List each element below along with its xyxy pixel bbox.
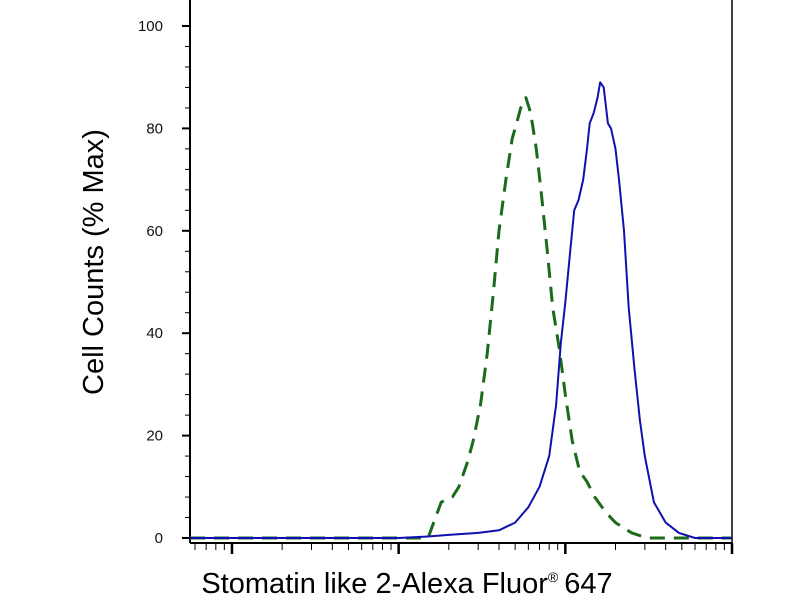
y-tick-label: 40 — [146, 325, 163, 342]
x-axis-title: Stomatin like 2-Alexa Fluor® 647 — [201, 568, 612, 600]
y-axis-ticks: 0 20 40 60 80 100 — [138, 18, 190, 547]
x-axis-title-superscript: ® — [548, 569, 559, 585]
axes-frame — [189, 0, 733, 544]
x-axis-title-suffix: 647 — [564, 568, 612, 600]
y-tick-label: 60 — [146, 223, 163, 240]
plot-series — [190, 81, 732, 540]
x-axis-title-main: Stomatin like 2-Alexa Fluor — [201, 568, 548, 600]
y-tick-label: 0 — [155, 530, 163, 547]
y-axis-title: Cell Counts (% Max) — [78, 129, 110, 395]
y-tick-label: 20 — [146, 428, 163, 445]
x-axis-ticks — [194, 543, 734, 554]
y-tick-label: 100 — [138, 18, 163, 35]
dashed-histogram-line — [190, 96, 732, 540]
solid-histogram-line — [190, 81, 732, 539]
y-tick-label: 80 — [146, 120, 163, 137]
